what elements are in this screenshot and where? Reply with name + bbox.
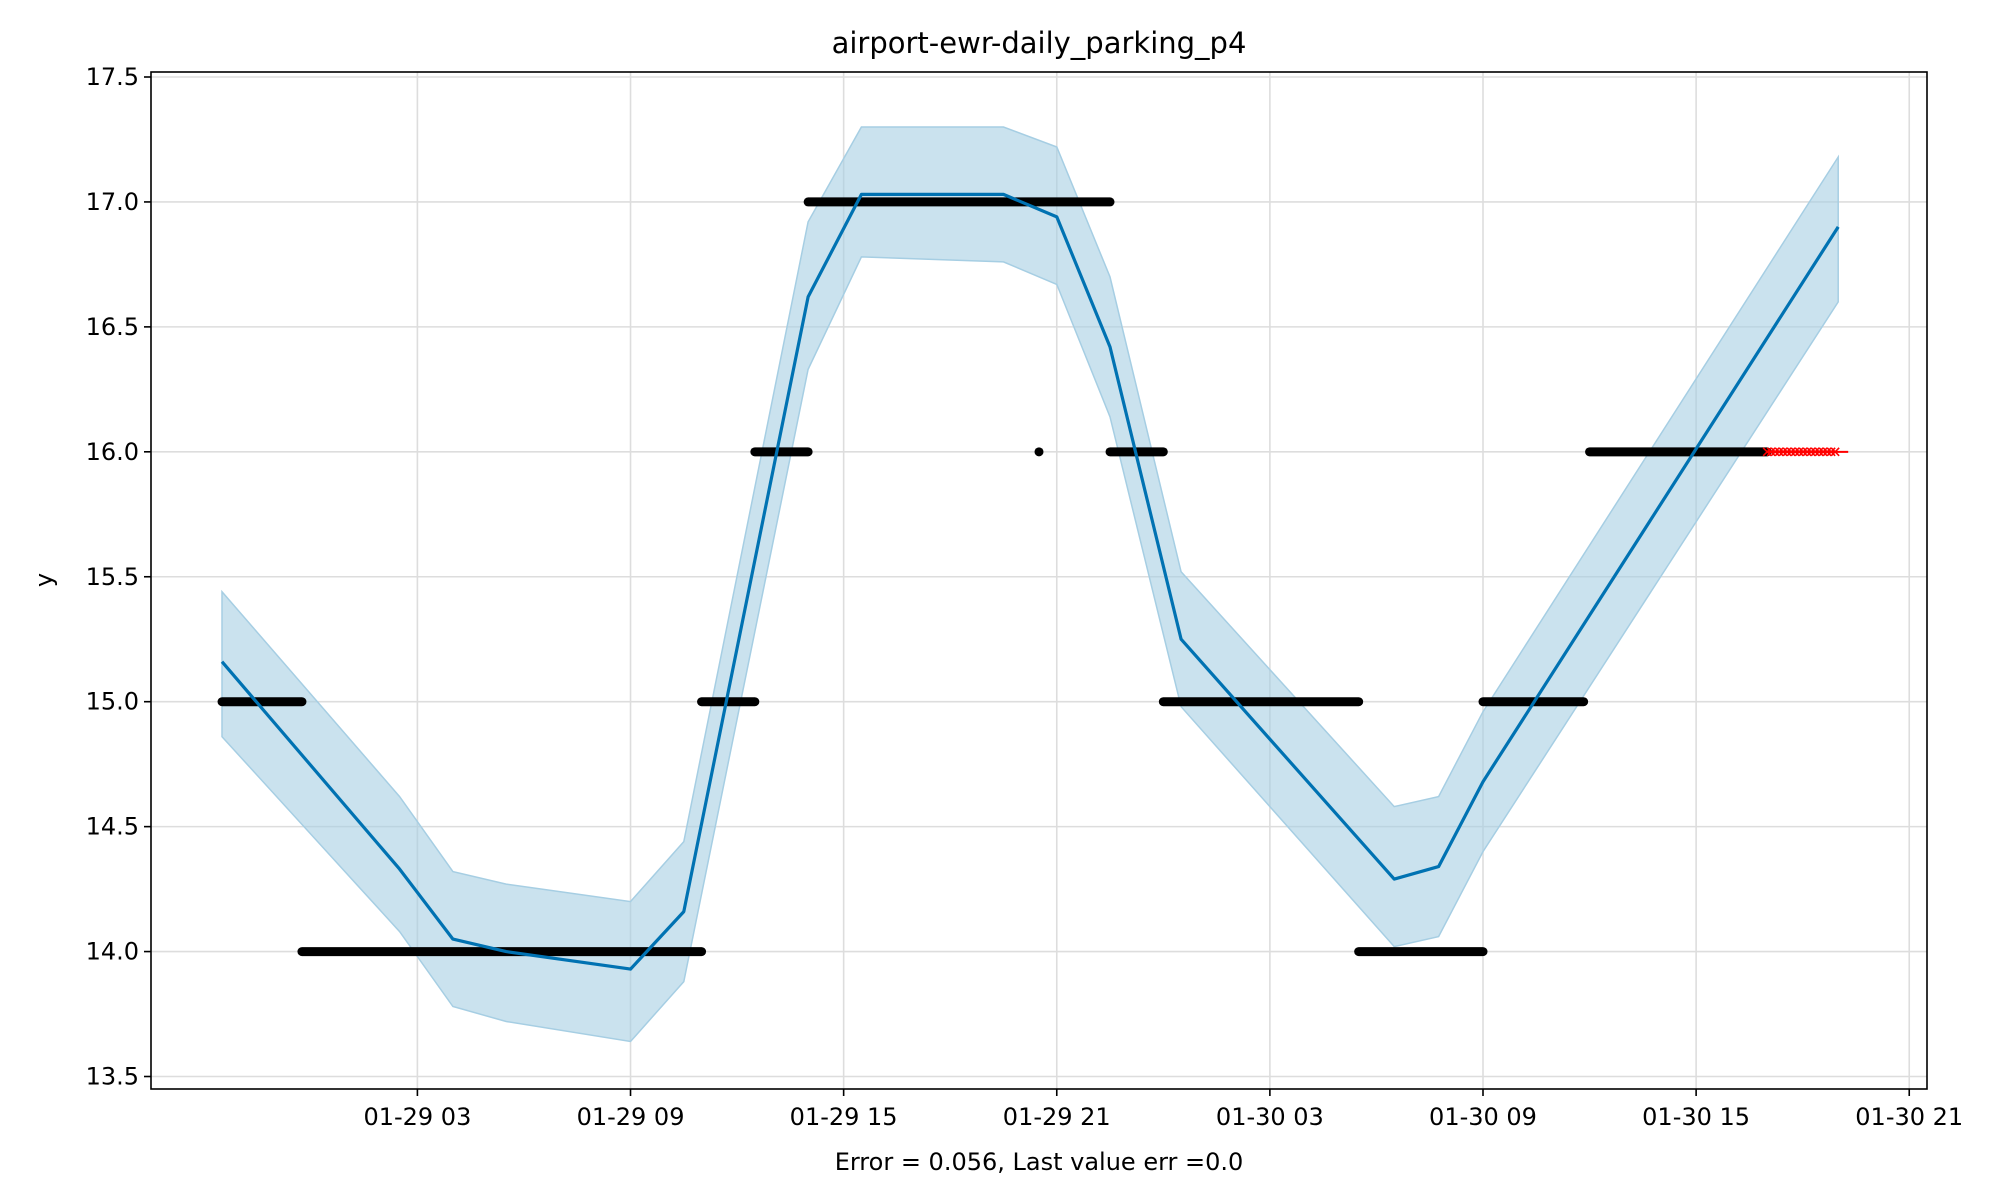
y-tick-label: 17.5 xyxy=(86,63,139,91)
y-tick-label: 14.5 xyxy=(86,813,139,841)
x-tick-label: 01-30 15 xyxy=(1642,1103,1750,1131)
x-tick-label: 01-30 09 xyxy=(1429,1103,1537,1131)
test-point-marker xyxy=(1778,447,1788,457)
test-point-marker xyxy=(1830,447,1840,457)
forecast-line-group xyxy=(220,192,1840,971)
x-tick-label: 01-29 15 xyxy=(790,1103,898,1131)
x-tick-label: 01-29 21 xyxy=(1003,1103,1111,1131)
test-point-marker xyxy=(1822,447,1832,457)
x-tick-label: 01-30 21 xyxy=(1855,1103,1963,1131)
test-point-marker xyxy=(1774,447,1784,457)
test-point-marker xyxy=(1802,447,1812,457)
x-axis-ticks: 01-29 03 01-29 09 01-29 15 01-29 21 01-30 03… xyxy=(363,1089,1963,1131)
test-point-marker xyxy=(1786,447,1796,457)
y-axis-ticks: 13.5 14.0 14.5 15.0 15.5 16.0 16.5 17.0 17.5 xyxy=(86,63,151,1091)
y-tick-label: 14.0 xyxy=(86,938,139,966)
test-points xyxy=(1762,447,1849,457)
test-point-marker xyxy=(1790,447,1800,457)
test-point-marker xyxy=(1806,447,1816,457)
y-axis-title: y xyxy=(30,573,58,587)
y-tick-label: 15.5 xyxy=(86,563,139,591)
plot-frame xyxy=(150,71,1928,1090)
chart-title: airport-ewr-daily_parking_p4 xyxy=(832,26,1247,60)
test-point-marker xyxy=(1766,447,1776,457)
test-point-marker xyxy=(1794,447,1804,457)
x-axis-title: Error = 0.056, Last value err =0.0 xyxy=(835,1148,1244,1176)
test-point-marker xyxy=(1770,447,1780,457)
forecast-line xyxy=(220,192,1840,971)
x-tick-label: 01-30 03 xyxy=(1216,1103,1324,1131)
test-point-marker xyxy=(1782,447,1792,457)
test-point-marker xyxy=(1826,447,1836,457)
test-point-marker xyxy=(1798,447,1808,457)
x-tick-label: 01-29 09 xyxy=(577,1103,685,1131)
y-tick-label: 13.5 xyxy=(86,1063,139,1091)
y-tick-label: 16.0 xyxy=(86,438,139,466)
test-point-marker xyxy=(1810,447,1820,457)
test-point-marker xyxy=(1762,447,1772,457)
y-tick-label: 17.0 xyxy=(86,188,139,216)
test-point-marker xyxy=(1814,447,1824,457)
y-tick-label: 15.0 xyxy=(86,688,139,716)
x-tick-label: 01-29 03 xyxy=(363,1103,471,1131)
test-point-marker xyxy=(1818,447,1828,457)
confidence-band xyxy=(221,126,1839,1043)
y-tick-label: 16.5 xyxy=(86,313,139,341)
confidence-interval-area xyxy=(221,126,1839,1043)
